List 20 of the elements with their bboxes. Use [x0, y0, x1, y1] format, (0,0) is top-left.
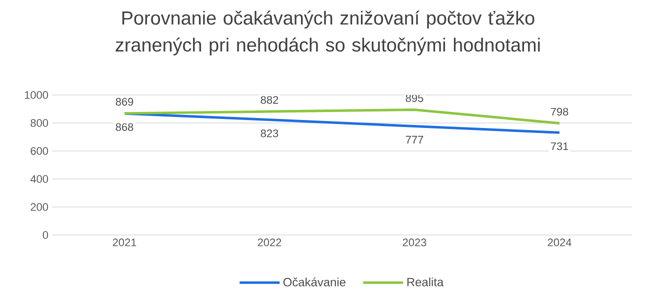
x-tick-label: 2021 — [112, 238, 136, 246]
data-label: 731 — [550, 142, 568, 150]
legend-label: Očakávanie — [283, 277, 346, 286]
y-tick-label: 600 — [30, 147, 48, 155]
data-label: 777 — [406, 136, 424, 144]
y-tick-label: 0 — [42, 231, 48, 239]
y-tick-label: 200 — [30, 203, 48, 211]
y-tick-label: 1000 — [24, 91, 48, 99]
data-label: 869 — [116, 98, 134, 106]
data-label: 798 — [550, 108, 568, 116]
y-tick-label: 800 — [30, 119, 48, 127]
x-tick-label: 2023 — [402, 238, 426, 246]
data-label: 868 — [116, 123, 134, 131]
data-label: 882 — [260, 96, 278, 104]
chart-title: Porovnanie očakávaných znižovaní počtov ťažko zranených pri nehodách so skutočnými hodnotami — [116, 10, 540, 56]
x-tick-label: 2024 — [548, 238, 572, 246]
legend-label: Realita — [407, 278, 444, 286]
data-label: 823 — [260, 129, 278, 138]
x-tick-label: 2022 — [258, 238, 282, 246]
y-tick-label: 400 — [30, 175, 48, 183]
